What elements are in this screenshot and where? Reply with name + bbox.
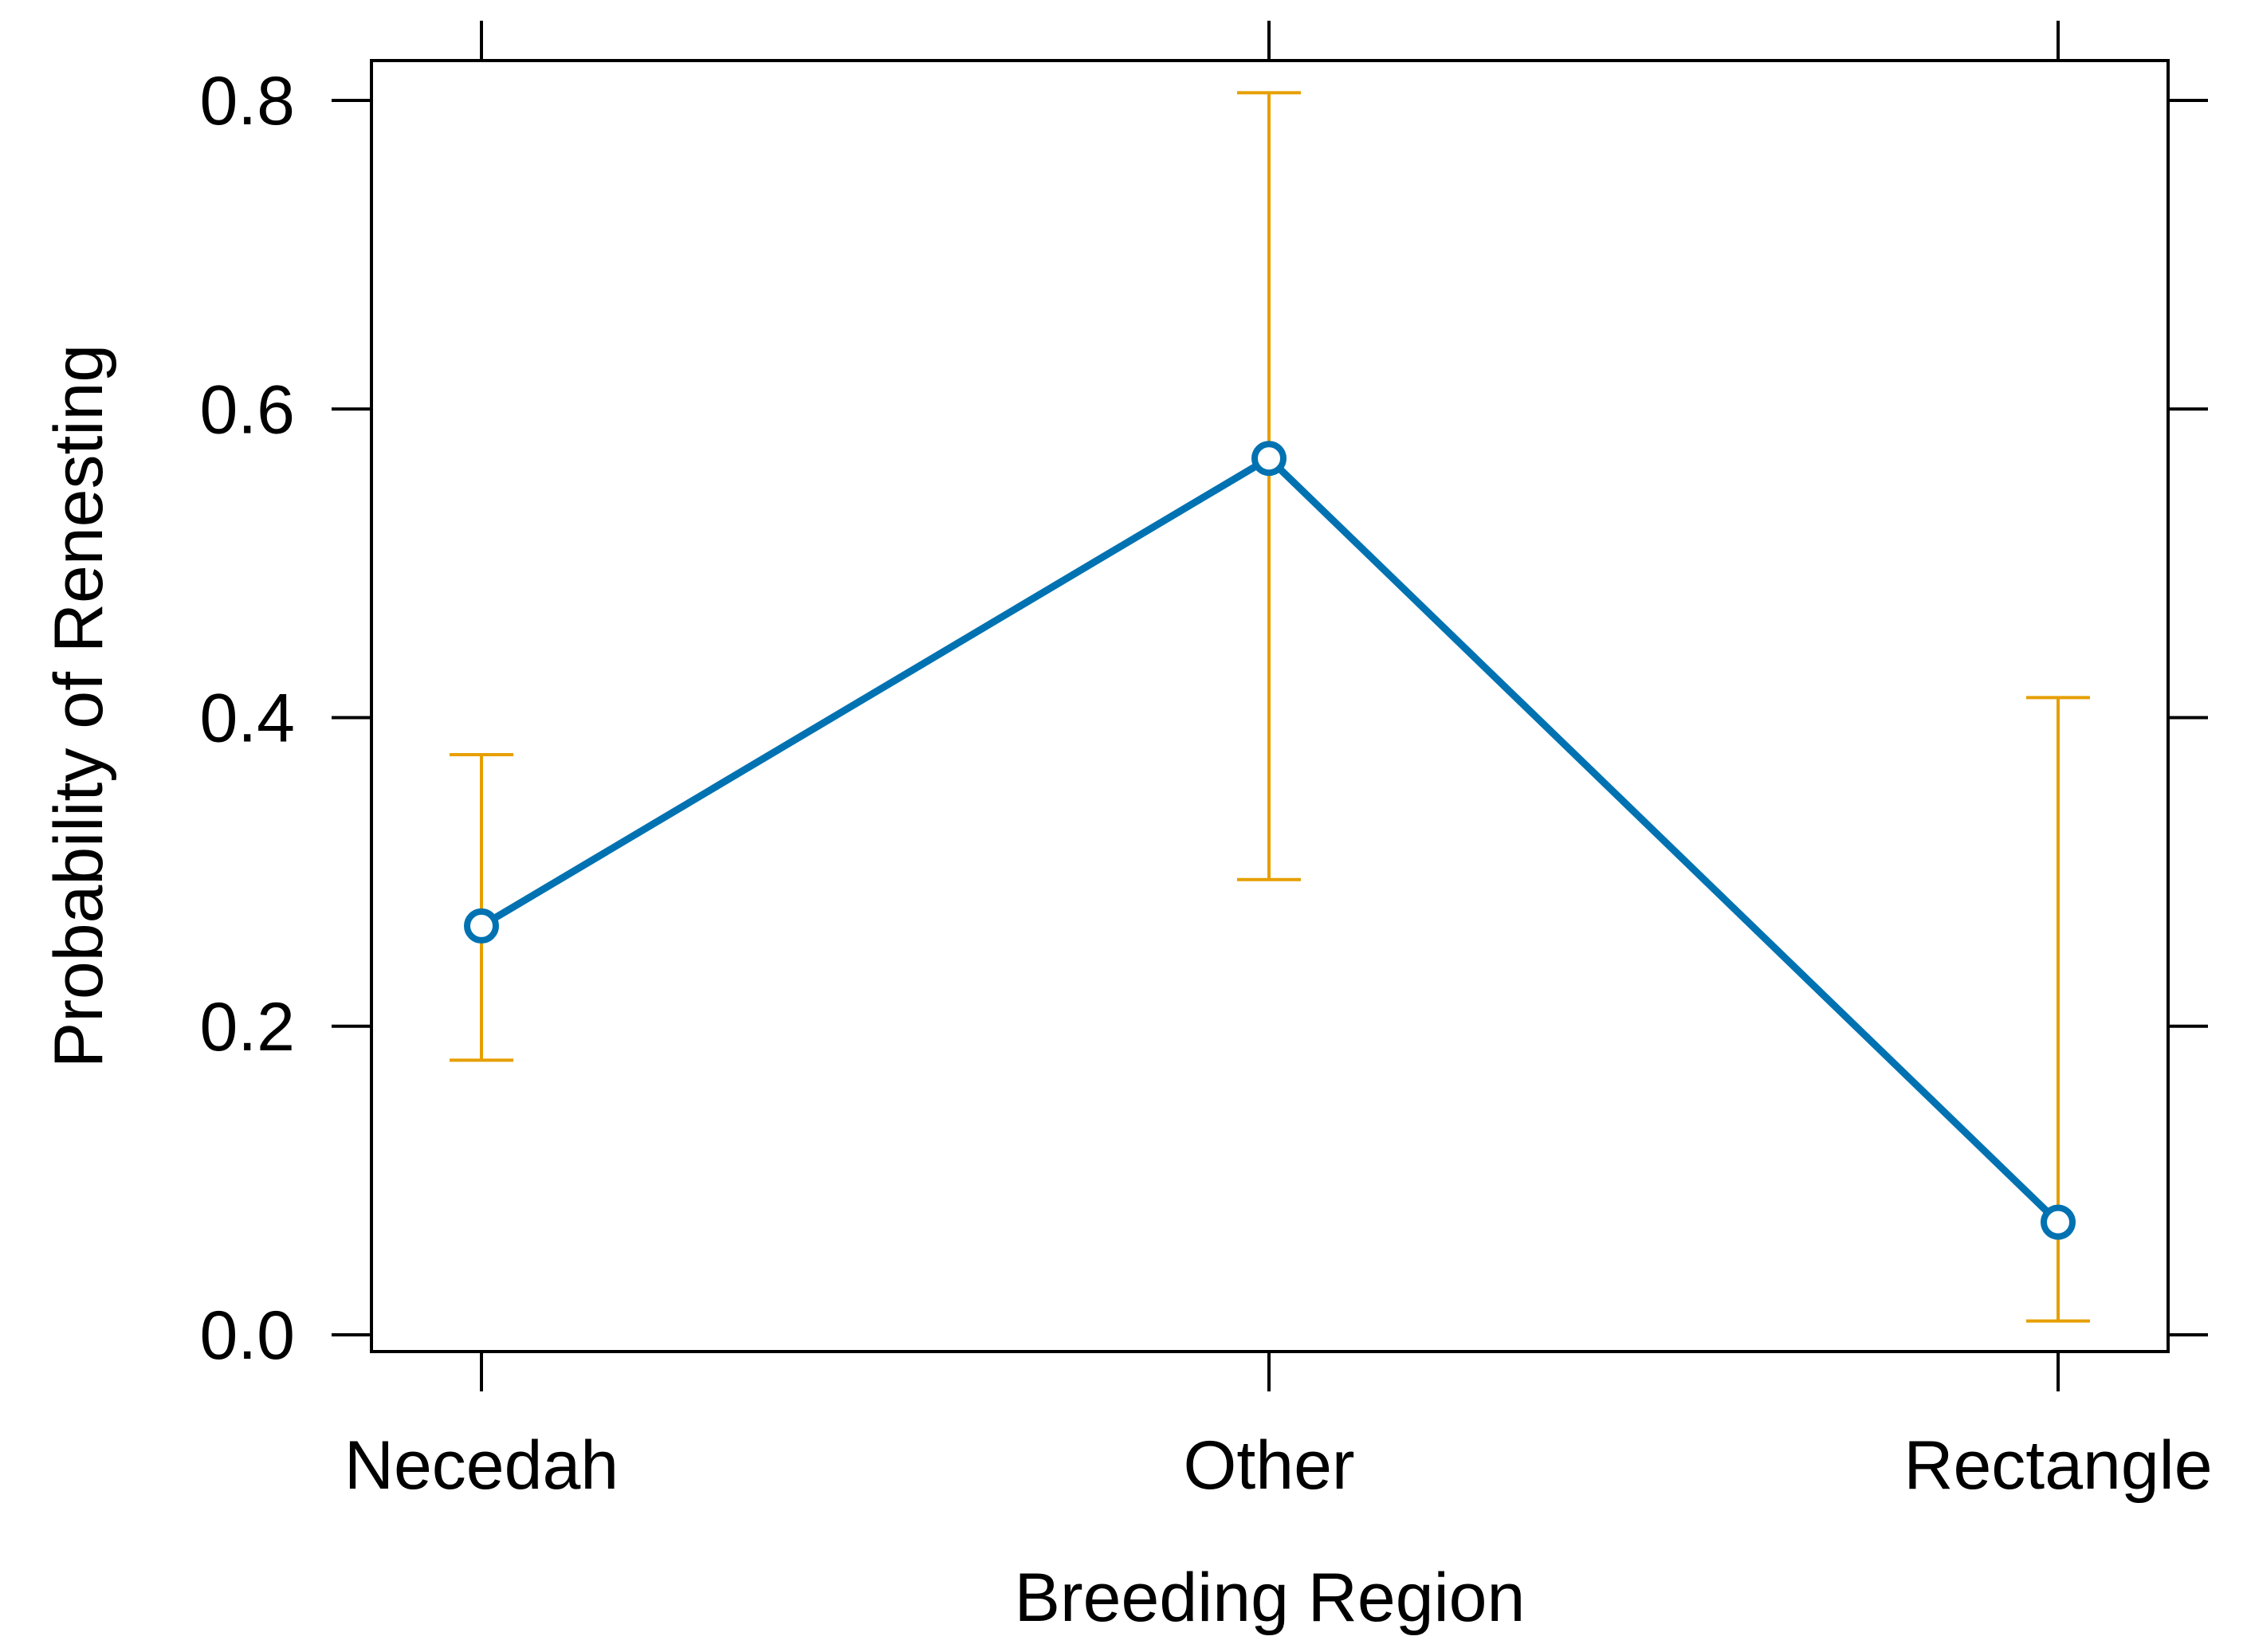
series-lines — [464, 441, 2076, 1240]
data-point — [2041, 1204, 2076, 1240]
y-tick-label: 0.4 — [199, 681, 295, 757]
error-bars — [450, 91, 2090, 1323]
data-point — [464, 908, 499, 944]
y-tick-label: 0.8 — [199, 63, 295, 139]
x-tick-label: Necedah — [344, 1427, 619, 1504]
x-tick-label: Rectangle — [1903, 1427, 2212, 1504]
x-axis-title: Breeding Region — [1015, 1560, 1526, 1636]
y-tick-label: 0.6 — [199, 371, 295, 448]
y-tick-label: 0.0 — [199, 1297, 295, 1374]
x-tick-label: Other — [1183, 1427, 1354, 1504]
x-axis: Necedah Other Rectangle — [344, 21, 2213, 1504]
y-axis-title: Probability of Renesting — [41, 344, 117, 1068]
data-point — [1251, 441, 1287, 477]
y-tick-label: 0.2 — [199, 989, 295, 1065]
y-axis: 0.0 0.2 0.4 0.6 0.8 — [199, 63, 2208, 1374]
